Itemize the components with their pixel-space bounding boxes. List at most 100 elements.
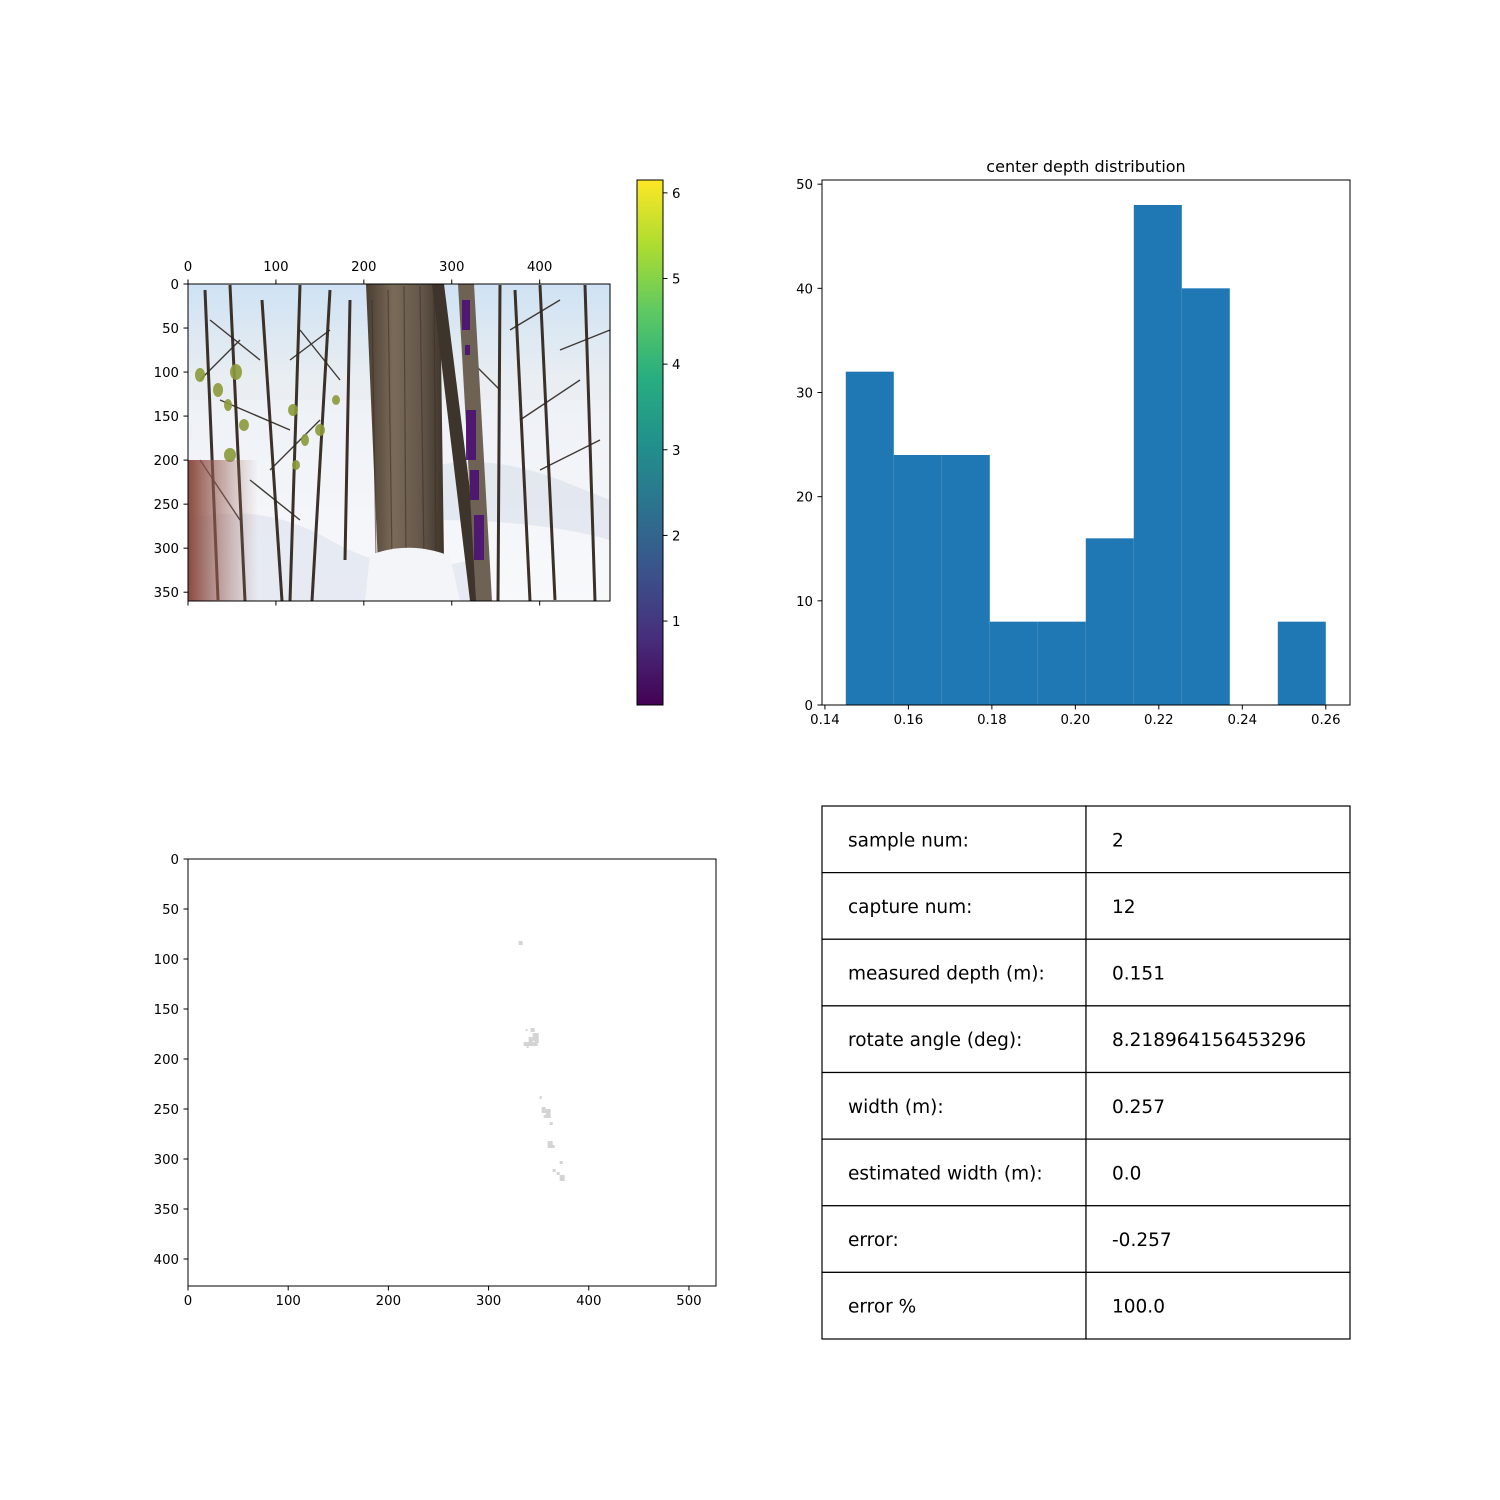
colorbar-tick-label: 6 xyxy=(672,187,680,202)
mask-ytick-label: 150 xyxy=(154,1003,179,1018)
table-cell xyxy=(821,805,1087,874)
table-row-label: error % xyxy=(848,1297,916,1318)
mask-ytick-label: 250 xyxy=(154,1103,179,1118)
table-row-value: 100.0 xyxy=(1112,1297,1165,1318)
colorbar-axis: 1 2 3 4 5 6 xyxy=(663,187,680,630)
histogram-panel: center depth distribution 0.14 0.16 0.18 0.… xyxy=(796,157,1351,728)
histogram-title: center depth distribution xyxy=(986,157,1185,176)
table-cell xyxy=(1085,938,1351,1007)
mask-frame xyxy=(187,858,717,1287)
histogram-frame xyxy=(821,179,1351,706)
table-row-label: rotate angle (deg): xyxy=(848,1030,1022,1051)
histogram-bar xyxy=(941,455,990,705)
table-cells: sample num: 2 capture num: 12 measured depth… xyxy=(821,805,1351,1340)
table-row-label: estimated width (m): xyxy=(848,1163,1043,1184)
mask-point xyxy=(559,1161,563,1164)
histogram-ytick-label: 30 xyxy=(796,387,813,402)
mask-point xyxy=(549,1122,553,1125)
mask-point xyxy=(528,1037,533,1042)
table-cell xyxy=(1085,1071,1351,1140)
mask-xtick-label: 500 xyxy=(676,1294,701,1309)
photo-ytick-label: 0 xyxy=(171,278,179,293)
mask-point xyxy=(545,1109,551,1118)
photo-xtick-label: 400 xyxy=(527,260,552,275)
mask-point xyxy=(532,1033,539,1041)
photo-frame xyxy=(187,283,611,602)
mask-point xyxy=(539,1096,542,1099)
table-row-label: measured depth (m): xyxy=(848,964,1045,985)
histogram-bar xyxy=(1277,621,1326,705)
mask-point xyxy=(547,1141,553,1148)
photo-ytick-label: 350 xyxy=(154,586,179,601)
histogram-xtick-label: 0.18 xyxy=(977,713,1007,728)
table-row-value: 0.151 xyxy=(1112,964,1165,985)
photo-ytick-label: 50 xyxy=(162,322,179,337)
histogram-ytick-label: 0 xyxy=(805,699,813,714)
mask-ytick-label: 0 xyxy=(171,853,179,868)
photo-ytick-label: 250 xyxy=(154,498,179,513)
photo-image xyxy=(188,284,610,601)
mask-xtick-label: 200 xyxy=(376,1294,401,1309)
histogram-bar xyxy=(1181,288,1230,705)
colorbar-tick-label: 5 xyxy=(672,272,680,287)
histogram-ytick-label: 50 xyxy=(796,178,813,193)
histogram-axes: 0.14 0.16 0.18 0.20 0.22 0.24 0.26 0 10 20 30 40 50 xyxy=(796,178,1341,728)
mask-point xyxy=(530,1028,535,1032)
mask-points xyxy=(518,941,565,1181)
colorbar-tick-label: 3 xyxy=(672,444,680,459)
table-row-value: -0.257 xyxy=(1112,1230,1172,1251)
colorbar-tick-label: 1 xyxy=(672,615,680,630)
photo-xtick-label: 300 xyxy=(439,260,464,275)
photo-xtick-label: 200 xyxy=(351,260,376,275)
table-cell xyxy=(1085,805,1351,874)
table-row-label: error: xyxy=(848,1230,899,1251)
histogram-ytick-label: 10 xyxy=(796,595,813,610)
photo-axes: 0 100 200 300 400 0 50 100 150 200 250 300 350 xyxy=(154,260,552,606)
mask-point xyxy=(551,1145,555,1148)
table-row-label: capture num: xyxy=(848,897,972,918)
mask-background xyxy=(188,859,716,1286)
table-cell xyxy=(1085,1205,1351,1273)
histogram-bar xyxy=(1085,538,1134,705)
photo-ytick-label: 300 xyxy=(154,542,179,557)
table-cell xyxy=(1085,1005,1351,1074)
table-row-value: 2 xyxy=(1112,830,1124,851)
mask-point xyxy=(541,1107,546,1113)
colorbar-tick-label: 2 xyxy=(672,529,680,544)
histogram-xtick-label: 0.26 xyxy=(1311,713,1341,728)
histogram-bar xyxy=(893,455,942,705)
table-cell xyxy=(821,1071,1087,1140)
mask-axes: 0 100 200 300 400 500 0 50 100 150 200 250 300 350 400 xyxy=(154,853,702,1309)
histogram-xtick-label: 0.14 xyxy=(810,713,840,728)
mask-point xyxy=(543,1115,547,1118)
mask-ytick-label: 400 xyxy=(154,1253,179,1268)
histogram-bars xyxy=(845,205,1326,705)
mask-xtick-label: 100 xyxy=(275,1294,300,1309)
colorbar xyxy=(636,179,664,706)
mask-xtick-label: 400 xyxy=(576,1294,601,1309)
mask-point xyxy=(526,1045,529,1048)
mask-ytick-label: 50 xyxy=(162,903,179,918)
histogram-ytick-label: 20 xyxy=(796,491,813,506)
histogram-xtick-label: 0.20 xyxy=(1061,713,1091,728)
mask-panel: 0 100 200 300 400 500 0 50 100 150 200 250 300 350 400 xyxy=(154,853,717,1309)
colorbar-tick-label: 4 xyxy=(672,358,680,373)
mask-ytick-label: 300 xyxy=(154,1153,179,1168)
mask-ytick-label: 200 xyxy=(154,1053,179,1068)
table-row-value: 0.257 xyxy=(1112,1097,1165,1118)
photo-ytick-label: 100 xyxy=(154,366,179,381)
table-cell xyxy=(821,1205,1087,1273)
photo-ytick-label: 150 xyxy=(154,410,179,425)
table-cell xyxy=(1085,872,1351,940)
mask-xtick-label: 0 xyxy=(184,1294,192,1309)
photo-panel: 0 100 200 300 400 0 50 100 150 200 250 300 350 1 2 3 4 5… xyxy=(154,179,680,706)
mask-point xyxy=(518,941,523,945)
mask-ytick-label: 350 xyxy=(154,1203,179,1218)
histogram-xtick-label: 0.22 xyxy=(1144,713,1174,728)
mask-point xyxy=(534,1039,539,1043)
mask-ytick-label: 100 xyxy=(154,953,179,968)
table-row-value: 12 xyxy=(1112,897,1136,918)
table-cell xyxy=(1085,1271,1351,1340)
mask-point xyxy=(556,1172,560,1175)
